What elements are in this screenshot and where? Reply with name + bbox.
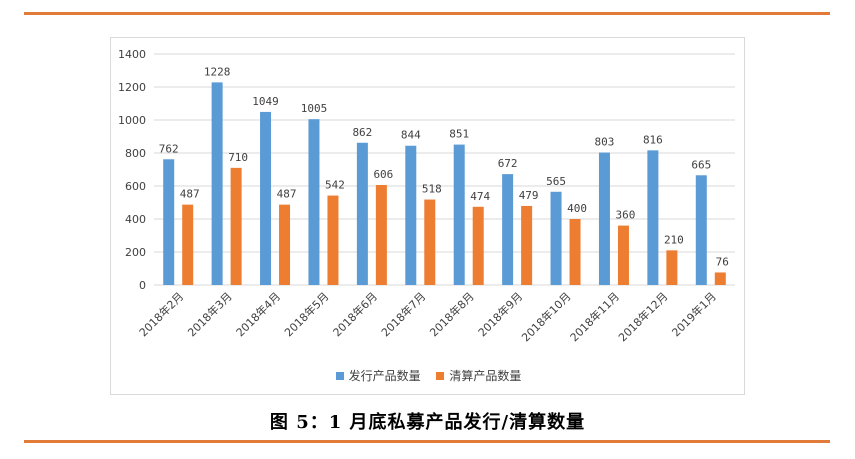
- bar-series-1-1: [211, 82, 223, 285]
- legend-swatch-series-2: [436, 371, 445, 380]
- legend-label-series-1: 发行产品数量: [348, 369, 421, 383]
- x-tick-label-7: 2018年9月: [475, 289, 525, 339]
- legend-item-series-1: 发行产品数量: [335, 367, 421, 384]
- data-label-series-1-0: 762: [159, 142, 179, 155]
- bar-series-1-7: [502, 174, 514, 285]
- x-tick-label-8: 2018年10月: [519, 289, 574, 344]
- y-tick-label-6: 1200: [118, 81, 146, 94]
- x-tick-label-5: 2018年7月: [378, 289, 428, 339]
- top-rule: [24, 12, 830, 15]
- y-tick-label-1: 200: [125, 246, 146, 259]
- data-label-series-2-8: 400: [567, 202, 587, 215]
- bar-series-2-11: [714, 272, 726, 285]
- data-label-series-1-1: 1228: [204, 65, 231, 78]
- y-tick-label-5: 1000: [118, 114, 146, 127]
- data-label-series-2-10: 210: [664, 233, 684, 246]
- x-tick-label-2: 2018年4月: [233, 289, 283, 339]
- bar-series-2-4: [375, 185, 387, 285]
- bar-series-2-6: [472, 206, 484, 285]
- figure-caption: 图 5：1 月底私募产品发行/清算数量: [269, 412, 586, 433]
- data-label-series-2-9: 360: [616, 209, 636, 222]
- data-label-series-1-10: 816: [643, 133, 663, 146]
- bar-series-2-1: [230, 167, 242, 285]
- x-tick-label-4: 2018年6月: [330, 289, 380, 339]
- x-tick-label-0: 2018年2月: [136, 289, 186, 339]
- legend-label-series-2: 清算产品数量: [449, 369, 522, 383]
- bar-series-2-9: [617, 225, 629, 285]
- x-tick-label-1: 2018年3月: [185, 289, 235, 339]
- bar-series-1-6: [453, 144, 465, 285]
- data-label-series-1-3: 1005: [301, 102, 328, 115]
- bar-series-2-7: [521, 205, 533, 285]
- bar-series-2-5: [424, 199, 436, 285]
- bar-series-1-5: [405, 145, 417, 285]
- data-label-series-1-7: 672: [498, 157, 518, 170]
- data-label-series-2-2: 487: [277, 188, 297, 201]
- bar-series-2-2: [279, 204, 291, 285]
- data-label-series-1-11: 665: [691, 158, 711, 171]
- data-label-series-2-3: 542: [325, 179, 345, 192]
- x-tick-label-9: 2018年11月: [567, 289, 622, 344]
- bar-series-1-4: [356, 142, 368, 285]
- bottom-rule: [24, 440, 830, 443]
- data-label-series-1-2: 1049: [252, 95, 279, 108]
- data-label-series-2-0: 487: [180, 188, 200, 201]
- legend-item-series-2: 清算产品数量: [436, 367, 521, 384]
- x-tick-label-10: 2018年12月: [615, 289, 670, 344]
- x-tick-label-3: 2018年5月: [281, 289, 331, 339]
- y-tick-label-7: 1400: [118, 48, 146, 61]
- data-label-series-2-1: 710: [228, 151, 248, 164]
- bar-series-2-3: [327, 195, 339, 285]
- bar-chart: 0 200 400 600 800 1000 1200 1400 762 487 2018年2月 12…: [118, 48, 735, 344]
- y-tick-label-0: 0: [139, 279, 146, 292]
- data-label-series-1-5: 844: [401, 129, 421, 142]
- x-tick-label-6: 2018年8月: [427, 289, 477, 339]
- bar-series-1-11: [695, 175, 707, 285]
- data-label-series-2-7: 479: [519, 189, 539, 202]
- y-tick-label-2: 400: [125, 213, 146, 226]
- bar-series-1-10: [647, 150, 659, 285]
- data-label-series-1-6: 851: [449, 128, 469, 141]
- bar-series-2-8: [569, 219, 581, 285]
- legend-swatch-series-1: [335, 371, 344, 380]
- bar-series-1-3: [308, 119, 320, 285]
- legend: 发行产品数量 清算产品数量: [111, 367, 746, 384]
- bar-series-1-0: [163, 159, 175, 285]
- data-label-series-1-4: 862: [352, 126, 372, 139]
- chart-container: 0 200 400 600 800 1000 1200 1400 762 487 2018年2月 12…: [110, 37, 745, 395]
- data-label-series-2-4: 606: [373, 168, 393, 181]
- data-label-series-2-5: 518: [422, 183, 442, 196]
- bar-series-1-2: [260, 111, 272, 285]
- y-tick-label-3: 600: [125, 180, 146, 193]
- x-tick-label-11: 2019年1月: [669, 289, 719, 339]
- data-label-series-1-9: 803: [595, 136, 615, 149]
- bar-series-2-10: [666, 250, 678, 285]
- bar-series-1-9: [598, 152, 610, 285]
- data-label-series-2-6: 474: [470, 190, 490, 203]
- bar-series-2-0: [182, 204, 194, 285]
- data-label-series-2-11: 76: [716, 255, 729, 268]
- y-tick-label-4: 800: [125, 147, 146, 160]
- data-label-series-1-8: 565: [546, 175, 566, 188]
- bar-series-1-8: [550, 191, 562, 285]
